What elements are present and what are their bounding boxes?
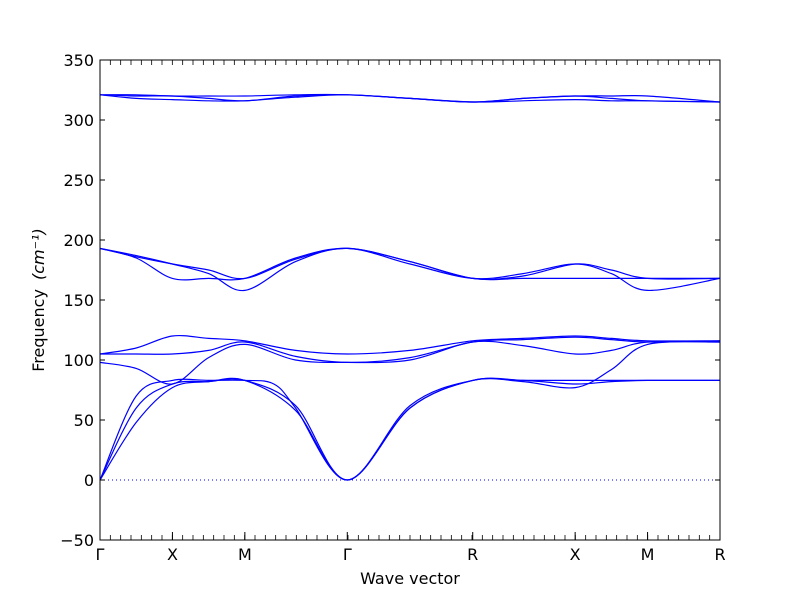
x-tick-label-6: X [570, 545, 581, 564]
series-line-12 [99, 93, 721, 103]
y-tick-label: 200 [63, 231, 94, 250]
series-line-3 [99, 377, 721, 481]
series-line-1 [99, 377, 720, 481]
y-axis-label: Frequency [29, 289, 48, 372]
x-tick-label-2: X [167, 545, 178, 564]
svg-text:Frequency (cm⁻¹): Frequency (cm⁻¹) [29, 228, 48, 371]
y-axis-unit: (cm⁻¹) [29, 228, 48, 280]
plot-frame [99, 59, 721, 541]
series-line-2 [99, 341, 721, 481]
y-tick-label: 0 [84, 471, 94, 490]
x-tick-label-4: Γ [343, 545, 352, 564]
x-axis-label: Wave vector [360, 569, 460, 588]
ticks-layer [99, 59, 721, 541]
x-tick-label-1: Γ [96, 545, 105, 564]
y-tick-label: 250 [63, 171, 94, 190]
series-line-5 [99, 336, 721, 364]
series-line-6 [99, 334, 721, 355]
y-tick-label: 150 [63, 291, 94, 310]
y-tick-label: 100 [63, 351, 94, 370]
x-tick-label-8: R [714, 545, 725, 564]
series-line-9 [99, 247, 721, 292]
y-tick-label: −50 [60, 531, 94, 550]
series-layer [99, 93, 721, 481]
x-tick-label-5: R [467, 545, 478, 564]
x-tick-label-3: M [238, 545, 252, 564]
y-tick-label: 50 [74, 411, 94, 430]
y-tick-label: 300 [63, 111, 94, 130]
y-axis-label-group: Frequency (cm⁻¹) [29, 228, 48, 371]
labels-layer: −50 0 50 100 150 200 250 300 350 Γ X M Γ R X M R [60, 51, 725, 564]
series-line-4 [99, 340, 721, 385]
y-tick-label: 350 [63, 51, 94, 70]
x-tick-label-7: M [641, 545, 655, 564]
